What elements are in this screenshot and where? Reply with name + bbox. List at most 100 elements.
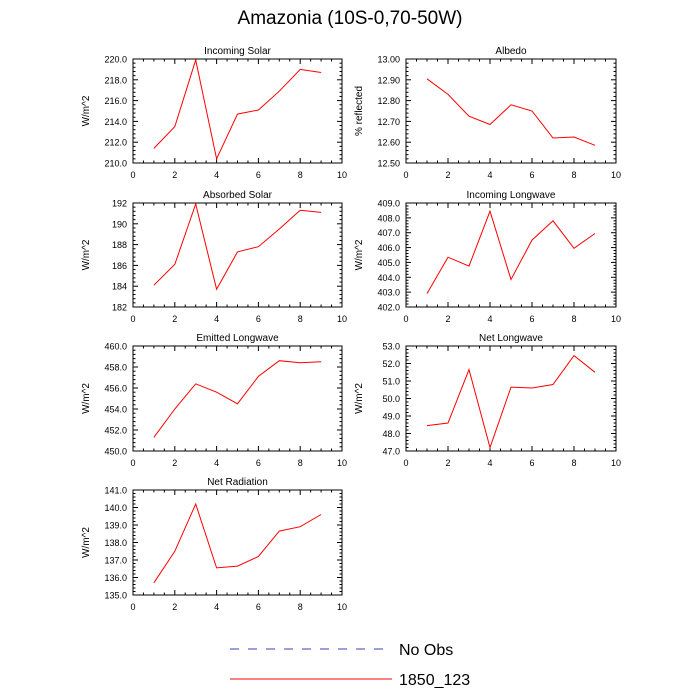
y-tick-label: 210.0 <box>104 159 127 169</box>
y-tick-label: 220.0 <box>104 55 127 65</box>
x-tick-label: 0 <box>130 170 135 180</box>
legend-label-1850-123: 1850_123 <box>399 672 470 689</box>
y-axis-label: W/m^2 <box>354 383 365 414</box>
chart-title: Absorbed Solar <box>203 190 273 201</box>
chart-6: Net Longwave W/m^2 0 2 4 6 8 10 47.0 48.0 49.0 50.0… <box>354 333 621 468</box>
x-tick-label: 10 <box>611 458 621 468</box>
y-axis-label: W/m^2 <box>81 383 92 414</box>
y-tick-label: 141.0 <box>104 486 127 496</box>
x-tick-label: 4 <box>487 458 492 468</box>
chart-title: Incoming Solar <box>204 46 271 57</box>
y-tick-label: 404.0 <box>377 273 400 283</box>
x-tick-label: 6 <box>256 314 261 324</box>
chart-5: Emitted Longwave W/m^2 0 2 4 6 8 10 450.0 452.0 45… <box>81 333 347 468</box>
x-tick-label: 0 <box>130 602 135 612</box>
y-tick-label: 407.0 <box>377 228 400 238</box>
chart-title: Net Radiation <box>207 477 268 488</box>
chart-7: Net Radiation W/m^2 0 2 4 6 8 10 135.0 136.0 137.0… <box>81 477 347 612</box>
y-tick-label: 402.0 <box>377 303 400 313</box>
y-tick-label: 47.0 <box>382 447 400 457</box>
x-tick-label: 10 <box>611 314 621 324</box>
x-tick-label: 0 <box>130 314 135 324</box>
y-tick-label: 139.0 <box>104 521 127 531</box>
x-tick-label: 2 <box>172 602 177 612</box>
y-tick-label: 450.0 <box>104 447 127 457</box>
x-tick-label: 10 <box>337 602 347 612</box>
x-tick-label: 6 <box>256 458 261 468</box>
y-tick-label: 136.0 <box>104 573 127 583</box>
y-tick-label: 49.0 <box>382 412 400 422</box>
chart-2: Albedo % reflected 0 2 4 6 8 10 12.50 12.60 12.70 1… <box>354 46 621 180</box>
y-tick-label: 458.0 <box>104 363 127 373</box>
y-tick-label: 409.0 <box>377 199 400 209</box>
chart-3: Absorbed Solar W/m^2 0 2 4 6 8 10 182 184 186 188 19… <box>81 190 347 324</box>
x-tick-label: 2 <box>445 170 450 180</box>
x-tick-label: 6 <box>256 602 261 612</box>
y-tick-label: 12.50 <box>377 159 400 169</box>
y-tick-label: 214.0 <box>104 117 127 127</box>
y-tick-label: 12.70 <box>377 117 400 127</box>
x-tick-label: 0 <box>403 314 408 324</box>
x-tick-label: 10 <box>611 170 621 180</box>
y-tick-label: 192 <box>112 199 127 209</box>
y-tick-label: 182 <box>112 303 127 313</box>
x-tick-label: 6 <box>256 170 261 180</box>
y-tick-label: 403.0 <box>377 288 400 298</box>
chart-title: Emitted Longwave <box>196 333 279 344</box>
y-tick-label: 52.0 <box>382 359 400 369</box>
y-tick-label: 12.80 <box>377 96 400 106</box>
y-axis-label: W/m^2 <box>81 95 92 126</box>
y-tick-label: 212.0 <box>104 138 127 148</box>
x-tick-label: 10 <box>337 314 347 324</box>
y-tick-label: 190 <box>112 219 127 229</box>
y-tick-label: 51.0 <box>382 377 400 387</box>
series-line-1850_123 <box>426 354 596 450</box>
chart-title: Incoming Longwave <box>467 190 556 201</box>
x-tick-label: 4 <box>487 170 492 180</box>
y-tick-label: 50.0 <box>382 394 400 404</box>
y-tick-label: 460.0 <box>104 342 127 352</box>
series-line-1850_123 <box>153 360 322 438</box>
x-tick-label: 8 <box>298 458 303 468</box>
y-tick-label: 405.0 <box>377 258 400 268</box>
y-tick-label: 53.0 <box>382 342 400 352</box>
series-line-1850_123 <box>153 58 322 161</box>
y-axis-label: W/m^2 <box>354 239 365 270</box>
y-tick-label: 12.60 <box>377 138 400 148</box>
series-line-1850_123 <box>426 209 596 294</box>
x-tick-label: 4 <box>214 458 219 468</box>
x-tick-label: 6 <box>529 314 534 324</box>
x-tick-label: 4 <box>214 314 219 324</box>
y-tick-label: 140.0 <box>104 503 127 513</box>
x-tick-label: 4 <box>487 314 492 324</box>
x-tick-label: 2 <box>172 314 177 324</box>
y-tick-label: 216.0 <box>104 96 127 106</box>
x-tick-label: 0 <box>403 170 408 180</box>
y-tick-label: 408.0 <box>377 213 400 223</box>
x-tick-label: 4 <box>214 170 219 180</box>
y-tick-label: 186 <box>112 261 127 271</box>
y-axis-label: W/m^2 <box>81 239 92 270</box>
chart-4: Incoming Longwave W/m^2 0 2 4 6 8 10 402.0 403.0 4… <box>354 190 621 324</box>
x-tick-label: 8 <box>298 170 303 180</box>
x-tick-label: 8 <box>298 314 303 324</box>
y-axis-label: % reflected <box>354 86 365 136</box>
y-tick-label: 188 <box>112 240 127 250</box>
chart-title: Albedo <box>495 46 527 57</box>
y-tick-label: 452.0 <box>104 426 127 436</box>
y-tick-label: 12.90 <box>377 75 400 85</box>
x-tick-label: 4 <box>214 602 219 612</box>
x-tick-label: 0 <box>130 458 135 468</box>
x-tick-label: 2 <box>172 458 177 468</box>
y-tick-label: 135.0 <box>104 591 127 601</box>
page-title: Amazonia (10S-0,70-50W) <box>237 8 463 29</box>
y-tick-label: 48.0 <box>382 429 400 439</box>
x-tick-label: 2 <box>172 170 177 180</box>
y-tick-label: 454.0 <box>104 405 127 415</box>
x-tick-label: 2 <box>445 314 450 324</box>
y-tick-label: 138.0 <box>104 538 127 548</box>
chart-1: Incoming Solar W/m^2 0 2 4 6 8 10 210.0 212.0 214.… <box>81 46 347 180</box>
x-tick-label: 8 <box>571 458 576 468</box>
